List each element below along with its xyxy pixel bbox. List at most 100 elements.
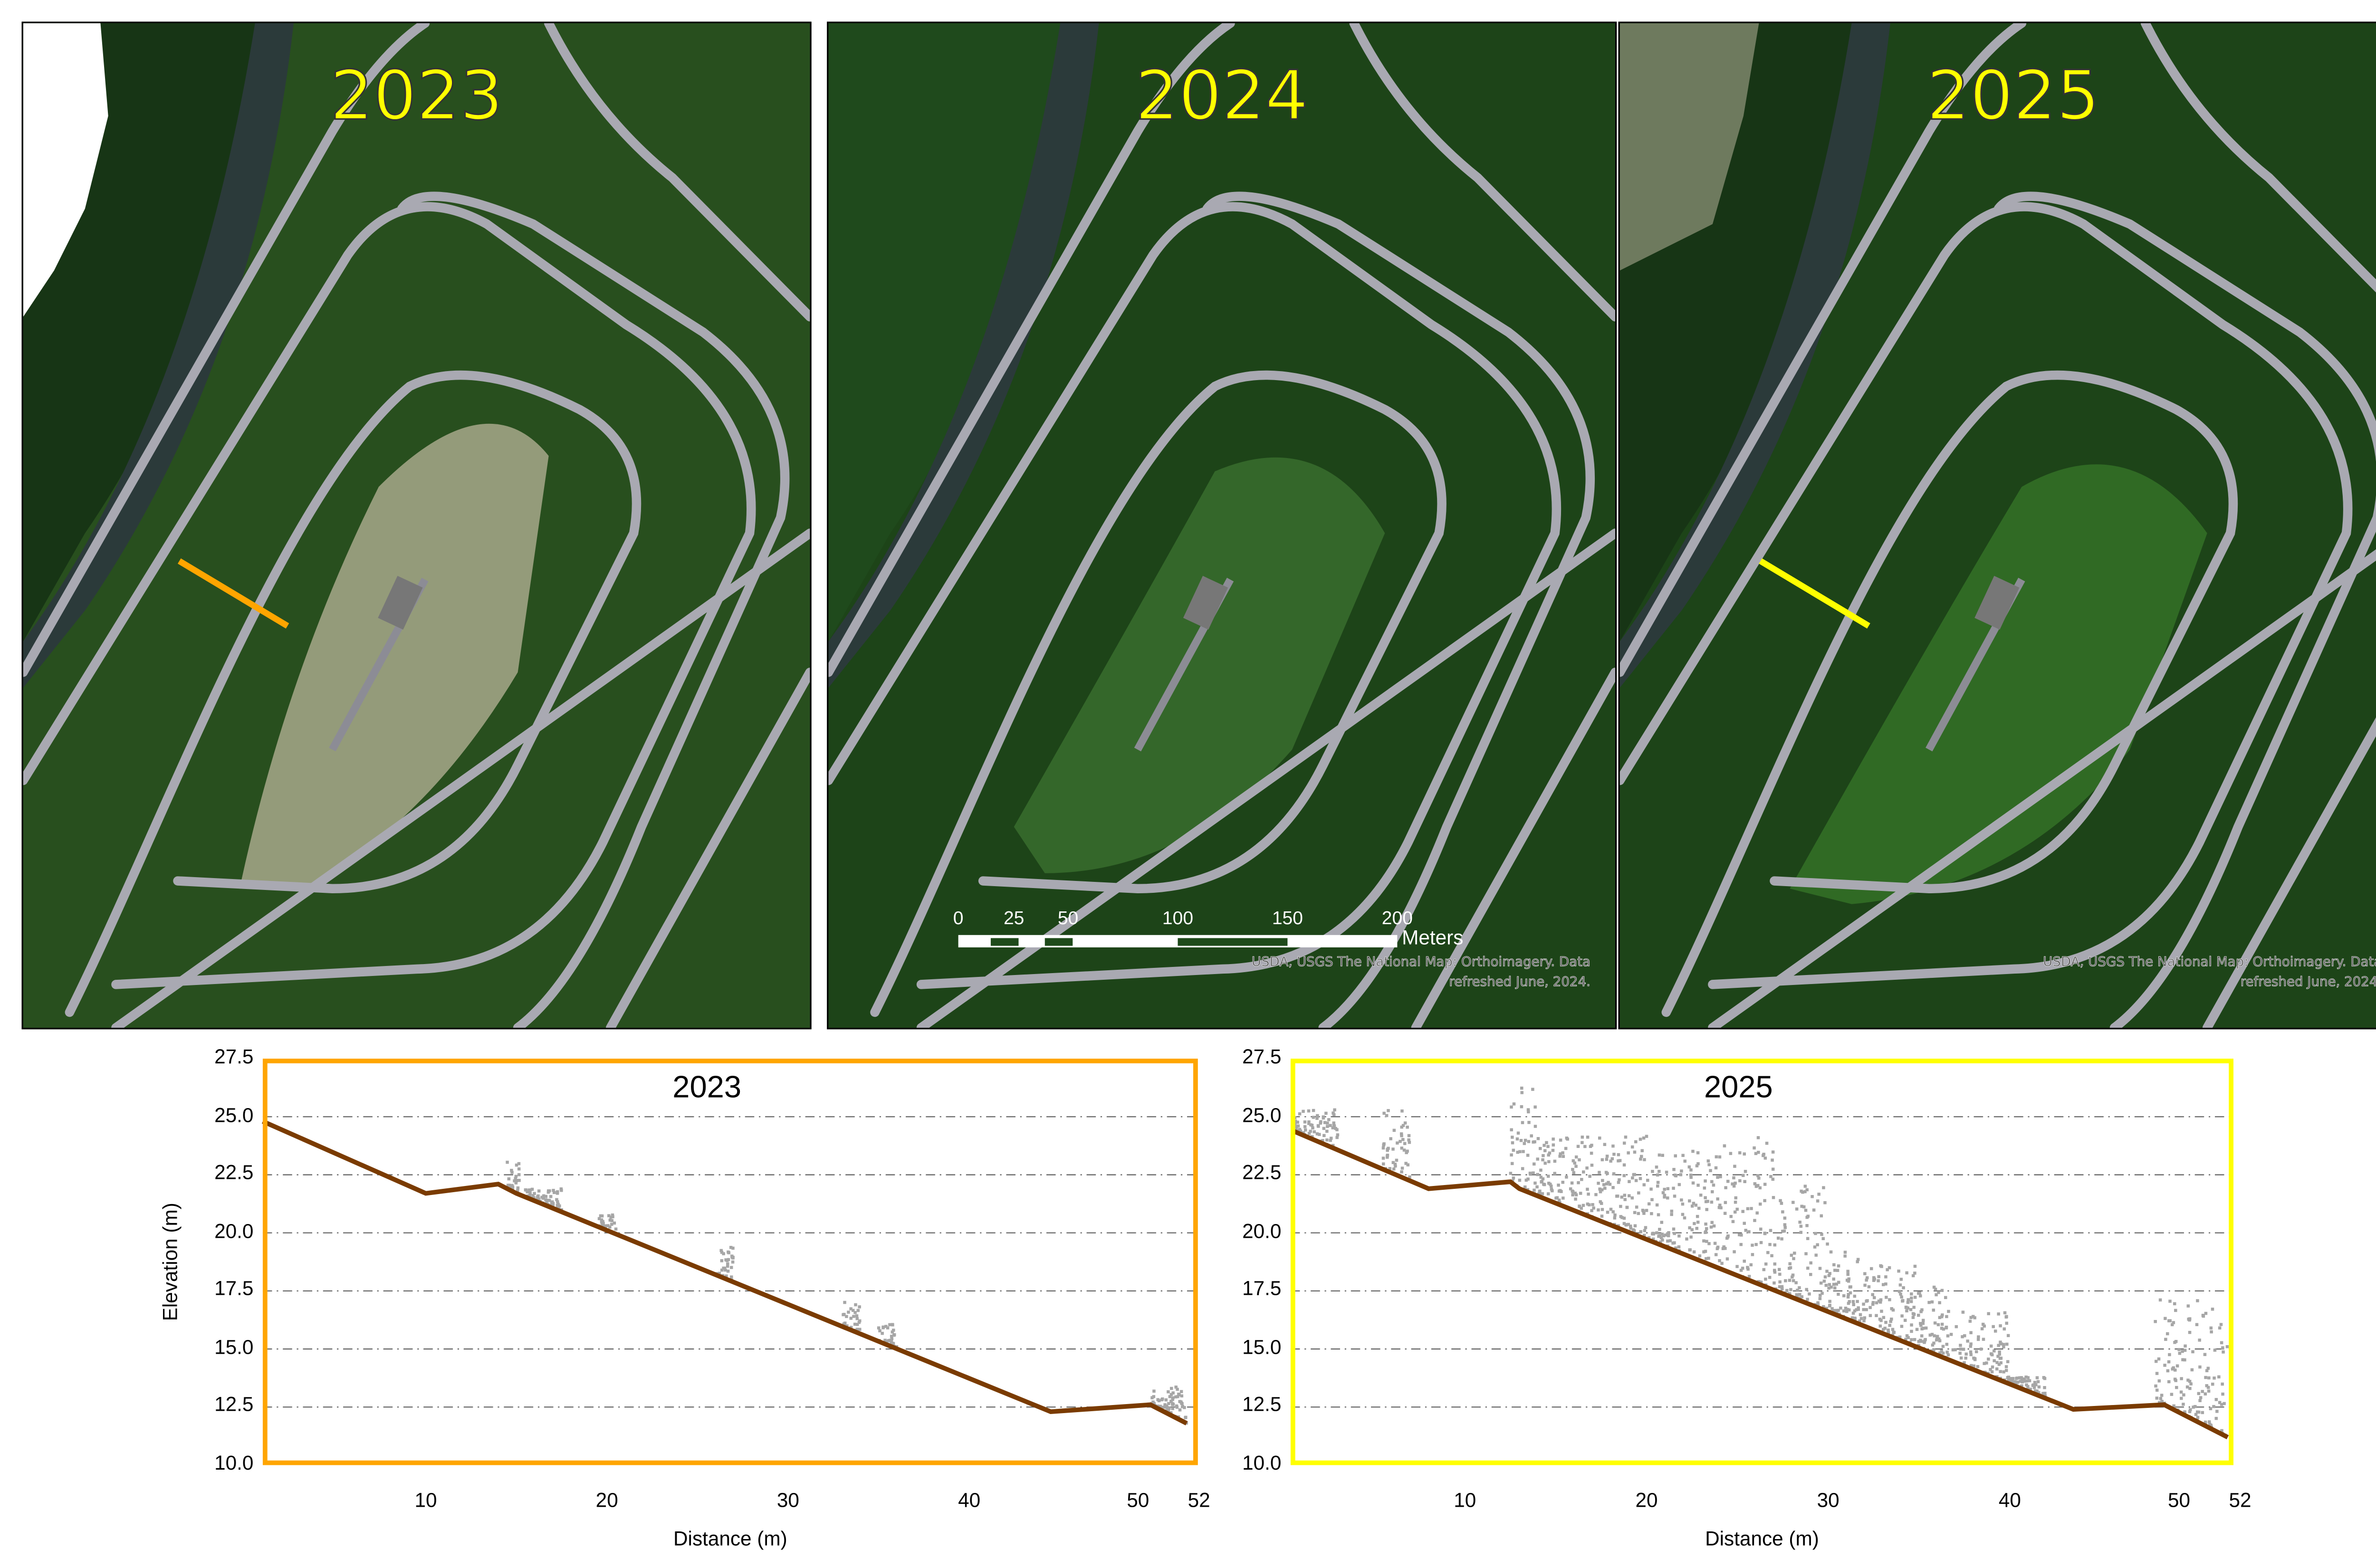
vegetation-point	[1732, 1176, 1735, 1180]
vegetation-point	[2183, 1358, 2186, 1362]
vegetation-point	[1906, 1300, 1910, 1304]
vegetation-point	[542, 1196, 545, 1200]
vegetation-point	[1920, 1334, 1924, 1338]
vegetation-point	[725, 1274, 728, 1278]
vegetation-point	[1961, 1335, 1964, 1339]
vegetation-point	[1659, 1236, 1663, 1240]
vegetation-point	[1693, 1222, 1696, 1225]
vegetation-point	[1754, 1243, 1758, 1246]
vegetation-point	[1386, 1148, 1389, 1152]
vegetation-point	[1856, 1260, 1859, 1263]
vegetation-point	[1793, 1252, 1796, 1255]
vegetation-point	[2026, 1376, 2030, 1379]
vegetation-point	[1546, 1192, 1550, 1195]
x-tick-label: 10	[414, 1488, 437, 1512]
vegetation-point	[1850, 1316, 1854, 1319]
vegetation-point	[1844, 1306, 1848, 1310]
vegetation-point	[1543, 1161, 1547, 1165]
vegetation-point	[1754, 1185, 1758, 1188]
vegetation-point	[1817, 1193, 1820, 1196]
vegetation-point	[2211, 1308, 2214, 1311]
vegetation-point	[1985, 1361, 1988, 1365]
vegetation-point	[1579, 1192, 1582, 1195]
vegetation-point	[1543, 1149, 1547, 1152]
vegetation-point	[1611, 1210, 1615, 1214]
vegetation-point	[528, 1192, 532, 1195]
vegetation-point	[1771, 1167, 1775, 1171]
vegetation-point	[2006, 1334, 2010, 1338]
vegetation-point	[1704, 1231, 1707, 1234]
vegetation-point	[1989, 1344, 1993, 1348]
vegetation-point	[1547, 1160, 1551, 1164]
vegetation-point	[1958, 1351, 1962, 1355]
vegetation-point	[2160, 1400, 2164, 1403]
vegetation-point	[2025, 1383, 2028, 1386]
vegetation-point	[2220, 1341, 2223, 1345]
vegetation-point	[1999, 1370, 2002, 1373]
vegetation-point	[1603, 1143, 1607, 1146]
vegetation-point	[1933, 1334, 1936, 1338]
vegetation-point	[1393, 1162, 1397, 1166]
vegetation-point	[1617, 1181, 1620, 1184]
vegetation-point	[1599, 1200, 1602, 1204]
vegetation-point	[1921, 1319, 1925, 1322]
attribution-line: refreshed June, 2024.	[2240, 975, 2376, 991]
vegetation-point	[1580, 1178, 1583, 1181]
vegetation-point	[1407, 1138, 1410, 1142]
y-tick-label: 25.0	[214, 1102, 254, 1126]
vegetation-point	[1721, 1247, 1725, 1250]
vegetation-point	[1763, 1183, 1767, 1186]
vegetation-point	[1830, 1285, 1833, 1289]
vegetation-point	[1823, 1201, 1827, 1205]
vegetation-point	[1763, 1199, 1766, 1203]
vegetation-point	[1312, 1109, 1315, 1112]
vegetation-point	[1303, 1120, 1307, 1124]
vegetation-point	[858, 1305, 861, 1309]
vegetation-point	[1828, 1300, 1831, 1303]
vegetation-point	[547, 1199, 551, 1202]
road	[1202, 191, 1595, 1028]
vegetation-point	[1629, 1224, 1632, 1228]
vegetation-point	[1541, 1158, 1544, 1162]
vegetation-point	[1296, 1124, 1300, 1128]
vegetation-point	[537, 1194, 540, 1198]
vegetation-point	[2000, 1342, 2003, 1346]
vegetation-point	[2182, 1393, 2185, 1396]
x-tick-label: 20	[1635, 1488, 1658, 1512]
vegetation-point	[2207, 1376, 2211, 1380]
vegetation-point	[1520, 1091, 1524, 1094]
vegetation-point	[1391, 1161, 1395, 1164]
vegetation-point	[1592, 1206, 1595, 1210]
vegetation-point	[1718, 1155, 1722, 1159]
vegetation-point	[2189, 1382, 2193, 1386]
vegetation-point	[1711, 1190, 1714, 1194]
vegetation-point	[845, 1324, 849, 1328]
vegetation-point	[1800, 1205, 1803, 1208]
vegetation-point	[1703, 1186, 1706, 1190]
vegetation-point	[545, 1201, 548, 1205]
vegetation-point	[1803, 1190, 1807, 1194]
vegetation-point	[1180, 1394, 1184, 1398]
vegetation-point	[1740, 1233, 1743, 1237]
vegetation-point	[1638, 1138, 1642, 1141]
vegetation-point	[891, 1330, 894, 1334]
vegetation-point	[2188, 1379, 2192, 1383]
vegetation-point	[1900, 1295, 1903, 1299]
vegetation-point	[1666, 1196, 1669, 1200]
vegetation-point	[1705, 1208, 1708, 1211]
vegetation-point	[1548, 1183, 1552, 1186]
vegetation-point	[1863, 1316, 1867, 1319]
vegetation-point	[1533, 1188, 1536, 1192]
vegetation-point	[725, 1259, 729, 1262]
vegetation-point	[531, 1194, 535, 1197]
scale-segment	[1178, 938, 1288, 946]
vegetation-point	[1983, 1324, 1986, 1328]
vegetation-point	[1561, 1180, 1565, 1184]
vegetation-point	[1917, 1339, 1921, 1343]
vegetation-point	[2190, 1368, 2194, 1372]
vegetation-point	[1778, 1272, 1782, 1276]
vegetation-point	[2163, 1364, 2166, 1367]
vegetation-point	[613, 1221, 616, 1225]
vegetation-point	[1976, 1338, 1980, 1341]
vegetation-point	[1851, 1300, 1855, 1303]
